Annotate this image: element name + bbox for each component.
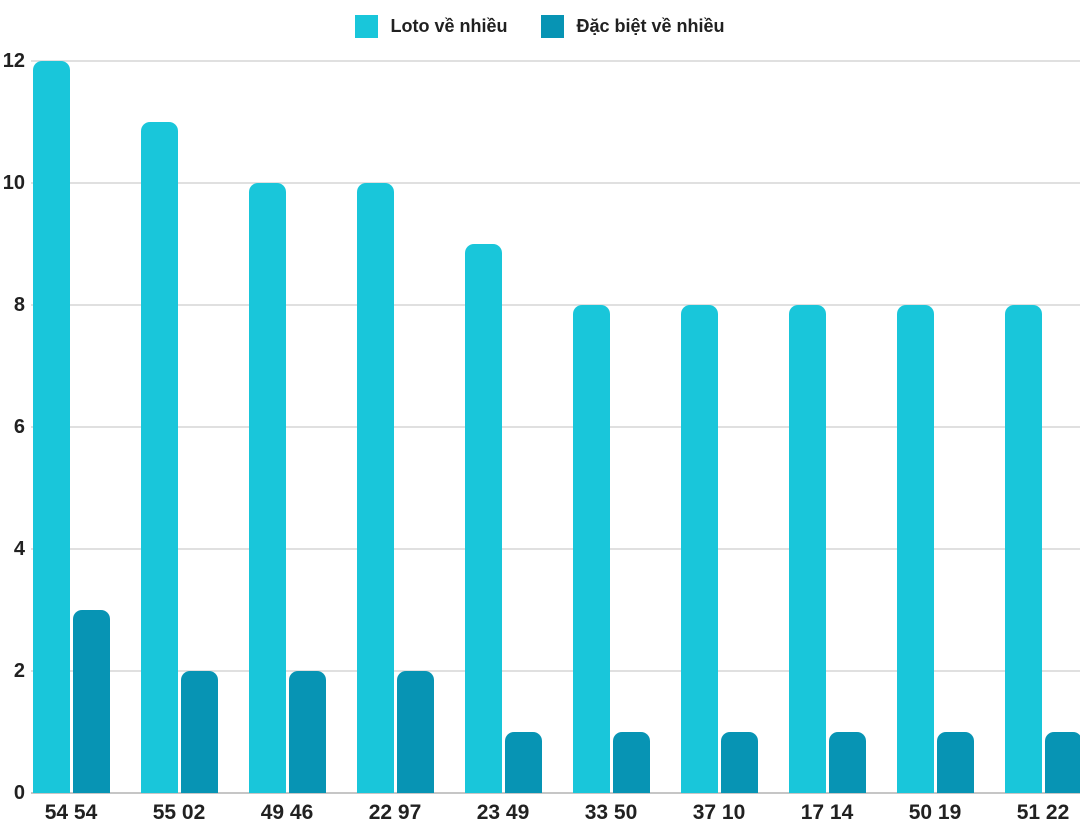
legend-item-loto: Loto về nhiều	[355, 15, 507, 38]
bar-dacbiet[interactable]	[936, 732, 974, 793]
x-tick-label: 37 10	[692, 801, 746, 824]
bar-group	[125, 61, 233, 793]
y-tick-label: 6	[13, 416, 25, 438]
gridlines	[31, 60, 1080, 794]
bar-group	[989, 61, 1080, 793]
bar-group	[881, 61, 989, 793]
bar-group	[665, 61, 773, 793]
bar-dacbiet[interactable]	[72, 610, 110, 793]
y-tick-label: 2	[13, 660, 25, 682]
bar-dacbiet[interactable]	[828, 732, 866, 793]
bar-loto[interactable]	[464, 244, 502, 793]
x-tick-label: 55 02	[152, 801, 206, 824]
y-tick-label: 12	[2, 50, 25, 72]
x-axis: 54 54 55 02 49 46 22 97 23 49 33 50 37 10 17 14…	[17, 793, 1080, 830]
bar-loto[interactable]	[32, 61, 70, 793]
bar-loto[interactable]	[140, 122, 178, 793]
plot-area	[17, 61, 1080, 793]
bar-loto[interactable]	[680, 305, 718, 793]
gridline	[31, 60, 1080, 62]
y-axis: 0 2 4 6 8 10 12	[0, 51, 25, 803]
y-tick-label: 4	[13, 538, 25, 560]
bar-group	[341, 61, 449, 793]
legend-item-dacbiet: Đặc biệt về nhiều	[541, 15, 725, 38]
y-tick-label: 0	[13, 782, 25, 804]
bar-group	[449, 61, 557, 793]
gridline	[31, 670, 1080, 672]
bar-dacbiet[interactable]	[720, 732, 758, 793]
legend: Loto về nhiều Đặc biệt về nhiều	[0, 15, 1080, 38]
bar-group	[17, 61, 125, 793]
bar-loto[interactable]	[248, 183, 286, 793]
legend-label-loto: Loto về nhiều	[390, 16, 508, 36]
x-tick-label: 51 22	[1016, 801, 1070, 824]
x-tick-label: 23 49	[476, 801, 530, 824]
y-tick-label: 10	[2, 172, 25, 194]
bar-loto[interactable]	[788, 305, 826, 793]
bar-dacbiet[interactable]	[504, 732, 542, 793]
x-baseline	[31, 792, 1080, 794]
bar-dacbiet[interactable]	[288, 671, 326, 793]
bar-loto[interactable]	[356, 183, 394, 793]
gridline	[31, 426, 1080, 428]
bar-dacbiet[interactable]	[1044, 732, 1080, 793]
bar-dacbiet[interactable]	[396, 671, 434, 793]
bar-dacbiet[interactable]	[612, 732, 650, 793]
bar-loto[interactable]	[1004, 305, 1042, 793]
x-tick-label: 17 14	[800, 801, 854, 824]
y-tick-label: 8	[13, 294, 25, 316]
bar-group	[557, 61, 665, 793]
legend-swatch-dacbiet-icon	[541, 15, 565, 38]
x-tick-label: 22 97	[368, 801, 422, 824]
bar-dacbiet[interactable]	[180, 671, 218, 793]
x-tick-label: 54 54	[44, 801, 98, 824]
bar-loto[interactable]	[572, 305, 610, 793]
bar-loto[interactable]	[896, 305, 934, 793]
legend-label-dacbiet: Đặc biệt về nhiều	[576, 16, 725, 36]
x-tick-label: 49 46	[260, 801, 314, 824]
x-tick-label: 33 50	[584, 801, 638, 824]
legend-swatch-loto-icon	[355, 15, 379, 38]
gridline	[31, 304, 1080, 306]
bar-group	[233, 61, 341, 793]
x-tick-label: 50 19	[908, 801, 962, 824]
bar-group	[773, 61, 881, 793]
gridline	[31, 182, 1080, 184]
gridline	[31, 548, 1080, 550]
